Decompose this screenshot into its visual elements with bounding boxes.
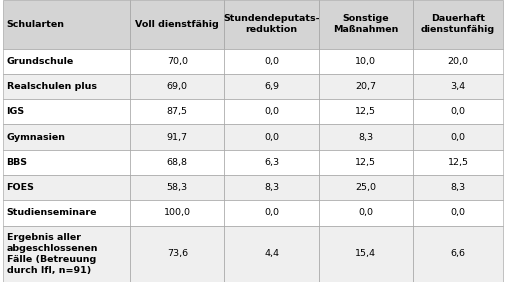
Bar [224, 175, 318, 200]
Text: Grundschule: Grundschule [7, 57, 74, 66]
Bar [130, 226, 224, 282]
Text: IGS: IGS [7, 107, 25, 116]
Bar [3, 226, 130, 282]
Text: 6,6: 6,6 [450, 249, 465, 258]
Bar [130, 74, 224, 99]
Bar [318, 124, 412, 150]
Bar [130, 150, 224, 175]
Text: 20,0: 20,0 [447, 57, 468, 66]
Text: 0,0: 0,0 [450, 208, 465, 217]
Bar [412, 200, 502, 226]
Text: Stundendeputats-
reduktion: Stundendeputats- reduktion [223, 14, 319, 34]
Text: 0,0: 0,0 [450, 133, 465, 142]
Bar [224, 74, 318, 99]
Bar [412, 150, 502, 175]
Bar [318, 150, 412, 175]
Bar [224, 150, 318, 175]
Text: Gymnasien: Gymnasien [7, 133, 66, 142]
Text: 10,0: 10,0 [355, 57, 376, 66]
Text: 69,0: 69,0 [167, 82, 187, 91]
Text: 73,6: 73,6 [167, 249, 187, 258]
Text: Dauerhaft
dienstunfähig: Dauerhaft dienstunfähig [420, 14, 494, 34]
Bar [3, 99, 130, 124]
Bar [412, 49, 502, 74]
Text: 25,0: 25,0 [355, 183, 376, 192]
Bar [318, 74, 412, 99]
Bar [412, 99, 502, 124]
Text: BBS: BBS [7, 158, 28, 167]
Bar [3, 74, 130, 99]
Bar [3, 124, 130, 150]
Bar [3, 150, 130, 175]
Bar [3, 175, 130, 200]
Bar [224, 124, 318, 150]
Text: Schularten: Schularten [7, 20, 65, 29]
Bar [318, 0, 412, 49]
Text: 12,5: 12,5 [447, 158, 468, 167]
Text: Sonstige
Maßnahmen: Sonstige Maßnahmen [332, 14, 397, 34]
Bar [412, 0, 502, 49]
Bar [412, 74, 502, 99]
Bar [412, 124, 502, 150]
Text: 0,0: 0,0 [358, 208, 373, 217]
Bar [412, 175, 502, 200]
Bar [318, 175, 412, 200]
Text: 8,3: 8,3 [264, 183, 279, 192]
Bar [318, 200, 412, 226]
Bar [224, 0, 318, 49]
Text: 58,3: 58,3 [167, 183, 187, 192]
Text: 0,0: 0,0 [264, 57, 278, 66]
Bar [412, 226, 502, 282]
Bar [130, 200, 224, 226]
Text: 87,5: 87,5 [167, 107, 187, 116]
Text: Realschulen plus: Realschulen plus [7, 82, 96, 91]
Bar [130, 99, 224, 124]
Text: 6,3: 6,3 [264, 158, 279, 167]
Text: 12,5: 12,5 [355, 107, 376, 116]
Bar [224, 200, 318, 226]
Bar [318, 49, 412, 74]
Bar [224, 99, 318, 124]
Bar [3, 49, 130, 74]
Bar [224, 226, 318, 282]
Text: Ergebnis aller
abgeschlossenen
Fälle (Betreuung
durch Ifl, n=91): Ergebnis aller abgeschlossenen Fälle (Be… [7, 233, 98, 275]
Text: 0,0: 0,0 [450, 107, 465, 116]
Bar [130, 175, 224, 200]
Text: 70,0: 70,0 [167, 57, 187, 66]
Text: 0,0: 0,0 [264, 133, 278, 142]
Bar [224, 49, 318, 74]
Text: 0,0: 0,0 [264, 107, 278, 116]
Text: Voll dienstfähig: Voll dienstfähig [135, 20, 219, 29]
Bar [3, 0, 130, 49]
Text: 3,4: 3,4 [449, 82, 465, 91]
Bar [3, 200, 130, 226]
Text: 68,8: 68,8 [167, 158, 187, 167]
Bar [318, 226, 412, 282]
Text: 91,7: 91,7 [167, 133, 187, 142]
Text: Studienseminare: Studienseminare [7, 208, 97, 217]
Bar [318, 99, 412, 124]
Text: 12,5: 12,5 [355, 158, 376, 167]
Bar [130, 124, 224, 150]
Text: 8,3: 8,3 [449, 183, 465, 192]
Bar [130, 0, 224, 49]
Text: 0,0: 0,0 [264, 208, 278, 217]
Text: 4,4: 4,4 [264, 249, 278, 258]
Text: 8,3: 8,3 [358, 133, 373, 142]
Text: 100,0: 100,0 [164, 208, 190, 217]
Text: 20,7: 20,7 [355, 82, 376, 91]
Text: 15,4: 15,4 [355, 249, 376, 258]
Bar [130, 49, 224, 74]
Text: FOES: FOES [7, 183, 34, 192]
Text: 6,9: 6,9 [264, 82, 278, 91]
